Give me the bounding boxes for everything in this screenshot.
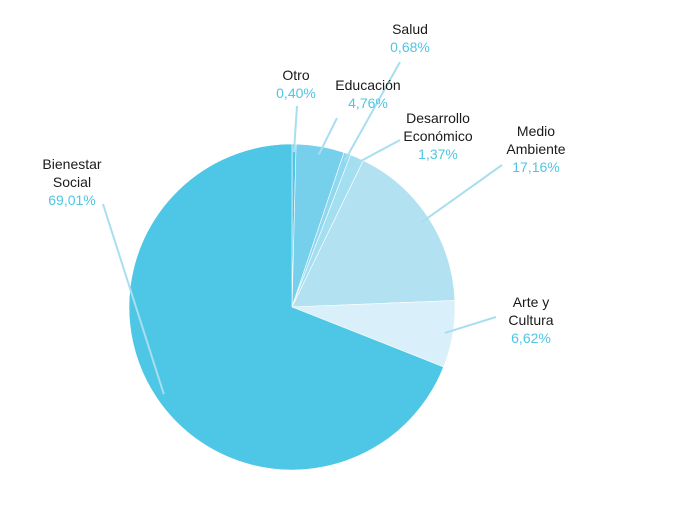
slice-value-4: 17,16% bbox=[512, 159, 559, 175]
slice-label-3-line-1: Económico bbox=[403, 128, 472, 144]
leader-line-2 bbox=[343, 61, 401, 162]
slice-label-6-line-1: Social bbox=[53, 174, 91, 190]
slice-label-5-line-0: Arte y bbox=[513, 294, 550, 310]
slice-label-3-line-0: Desarrollo bbox=[406, 110, 470, 126]
leader-line-6 bbox=[102, 203, 165, 395]
slice-label-4-line-1: Ambiente bbox=[506, 141, 565, 157]
slice-label-0-line-0: Otro bbox=[282, 67, 309, 83]
slice-label-6-line-0: Bienestar bbox=[42, 156, 101, 172]
leader-line-5 bbox=[444, 316, 497, 334]
leader-lines bbox=[102, 61, 503, 395]
leader-line-0 bbox=[292, 105, 298, 153]
leader-line-3 bbox=[353, 139, 401, 166]
slice-value-6: 69,01% bbox=[48, 192, 95, 208]
leader-line-1 bbox=[318, 117, 338, 155]
pie-slices bbox=[128, 143, 456, 471]
slice-label-1-line-0: Educación bbox=[335, 77, 400, 93]
slice-labels: Otro 0,40% Educación 4,76% Salud 0,68% Desarro… bbox=[42, 21, 565, 346]
slice-value-2: 0,68% bbox=[390, 39, 430, 55]
slice-value-5: 6,62% bbox=[511, 330, 551, 346]
leader-line-4 bbox=[421, 164, 503, 224]
slice-label-5-line-1: Cultura bbox=[508, 312, 553, 328]
slice-label-2-line-0: Salud bbox=[392, 21, 428, 37]
pie-slice-6 bbox=[128, 143, 444, 471]
slice-value-3: 1,37% bbox=[418, 146, 458, 162]
slice-label-4-line-0: Medio bbox=[517, 123, 555, 139]
slice-value-1: 4,76% bbox=[348, 95, 388, 111]
slice-value-0: 0,40% bbox=[276, 85, 316, 101]
